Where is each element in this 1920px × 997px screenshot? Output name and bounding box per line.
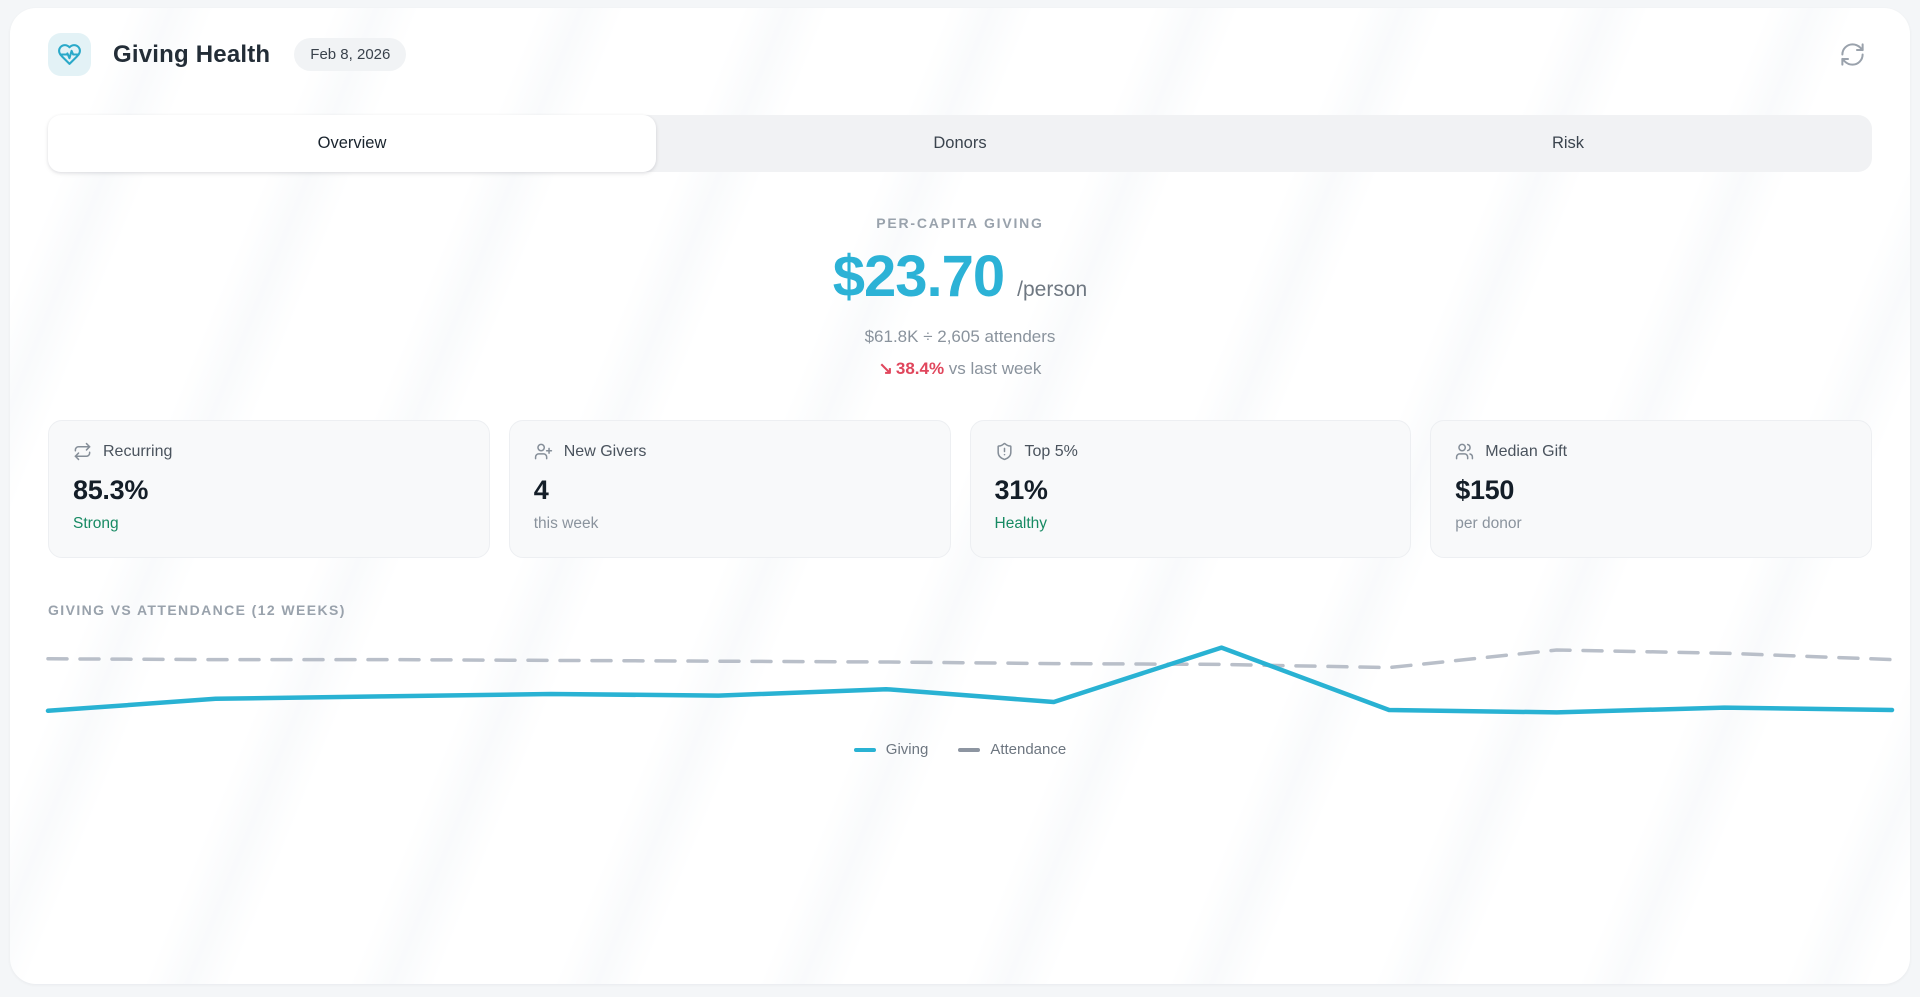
stat-card-new-givers: New Givers 4 this week: [508, 420, 951, 558]
stat-label: New Givers: [563, 442, 647, 460]
stat-value: 85.3%: [73, 475, 149, 505]
legend-label: Giving: [885, 741, 929, 758]
stat-value: 31%: [994, 475, 1048, 505]
giving-health-panel: Giving Health Feb 8, 2026 Overview Donor…: [10, 8, 1910, 984]
legend-item-giving: Giving: [853, 741, 929, 758]
stat-subtext: per donor: [1455, 515, 1522, 532]
per-capita-unit: /person: [1017, 278, 1088, 301]
attendance-line-swatch: [958, 747, 981, 752]
users-icon: [1455, 442, 1474, 461]
stat-value: 4: [533, 475, 549, 505]
stat-card-top-5-percent: Top 5% 31% Healthy: [969, 420, 1412, 558]
date-badge: Feb 8, 2026: [294, 38, 407, 71]
refresh-button[interactable]: [1834, 37, 1870, 73]
refresh-icon: [1839, 41, 1866, 68]
tab-bar: Overview Donors Risk: [48, 115, 1872, 172]
per-capita-value: $23.70: [832, 244, 1005, 309]
tab-risk[interactable]: Risk: [1551, 134, 1585, 152]
chart-legend: Giving Attendance: [48, 741, 1872, 758]
per-capita-formula: $61.8K ÷ 2,605 attenders: [864, 327, 1056, 346]
giving-attendance-chart: [45, 645, 1895, 715]
legend-item-attendance: Attendance: [958, 741, 1066, 758]
per-capita-giving-hero: PER-CAPITA GIVING $23.70 /person $61.8K …: [10, 215, 1910, 379]
delta-row: ↘ 38.4% vs last week: [10, 359, 1910, 379]
stat-card-median-gift: Median Gift $150 per donor: [1430, 420, 1872, 558]
stat-value: $150: [1455, 475, 1515, 505]
stat-label: Median Gift: [1485, 442, 1568, 460]
stat-card-row: Recurring 85.3% Strong New Givers 4 this…: [48, 420, 1872, 558]
stat-subtext: Healthy: [994, 515, 1048, 532]
legend-label: Attendance: [990, 741, 1067, 758]
app-logo: [48, 33, 91, 76]
trend-down-arrow-icon: ↘: [878, 359, 893, 378]
chart-title: GIVING VS ATTENDANCE (12 WEEKS): [48, 602, 346, 618]
stat-label: Recurring: [103, 442, 173, 460]
giving-line-swatch: [853, 747, 876, 752]
header: Giving Health Feb 8, 2026: [10, 8, 1910, 94]
stat-card-recurring: Recurring 85.3% Strong: [48, 420, 490, 558]
stat-subtext: Strong: [73, 515, 119, 532]
user-plus-icon: [534, 442, 553, 461]
delta-suffix: vs last week: [948, 359, 1042, 378]
delta-value: 38.4%: [895, 359, 945, 378]
stat-label: Top 5%: [1024, 442, 1078, 460]
repeat-icon: [73, 442, 92, 461]
tab-overview[interactable]: Overview: [48, 115, 656, 172]
shield-alert-icon: [995, 442, 1014, 461]
hero-label: PER-CAPITA GIVING: [876, 215, 1044, 231]
stat-subtext: this week: [533, 515, 599, 532]
page-title: Giving Health: [113, 40, 271, 68]
giving-vs-attendance-section: GIVING VS ATTENDANCE (12 WEEKS) Giving A…: [45, 602, 1895, 758]
heart-pulse-icon: [57, 42, 82, 67]
tab-donors[interactable]: Donors: [933, 134, 987, 152]
